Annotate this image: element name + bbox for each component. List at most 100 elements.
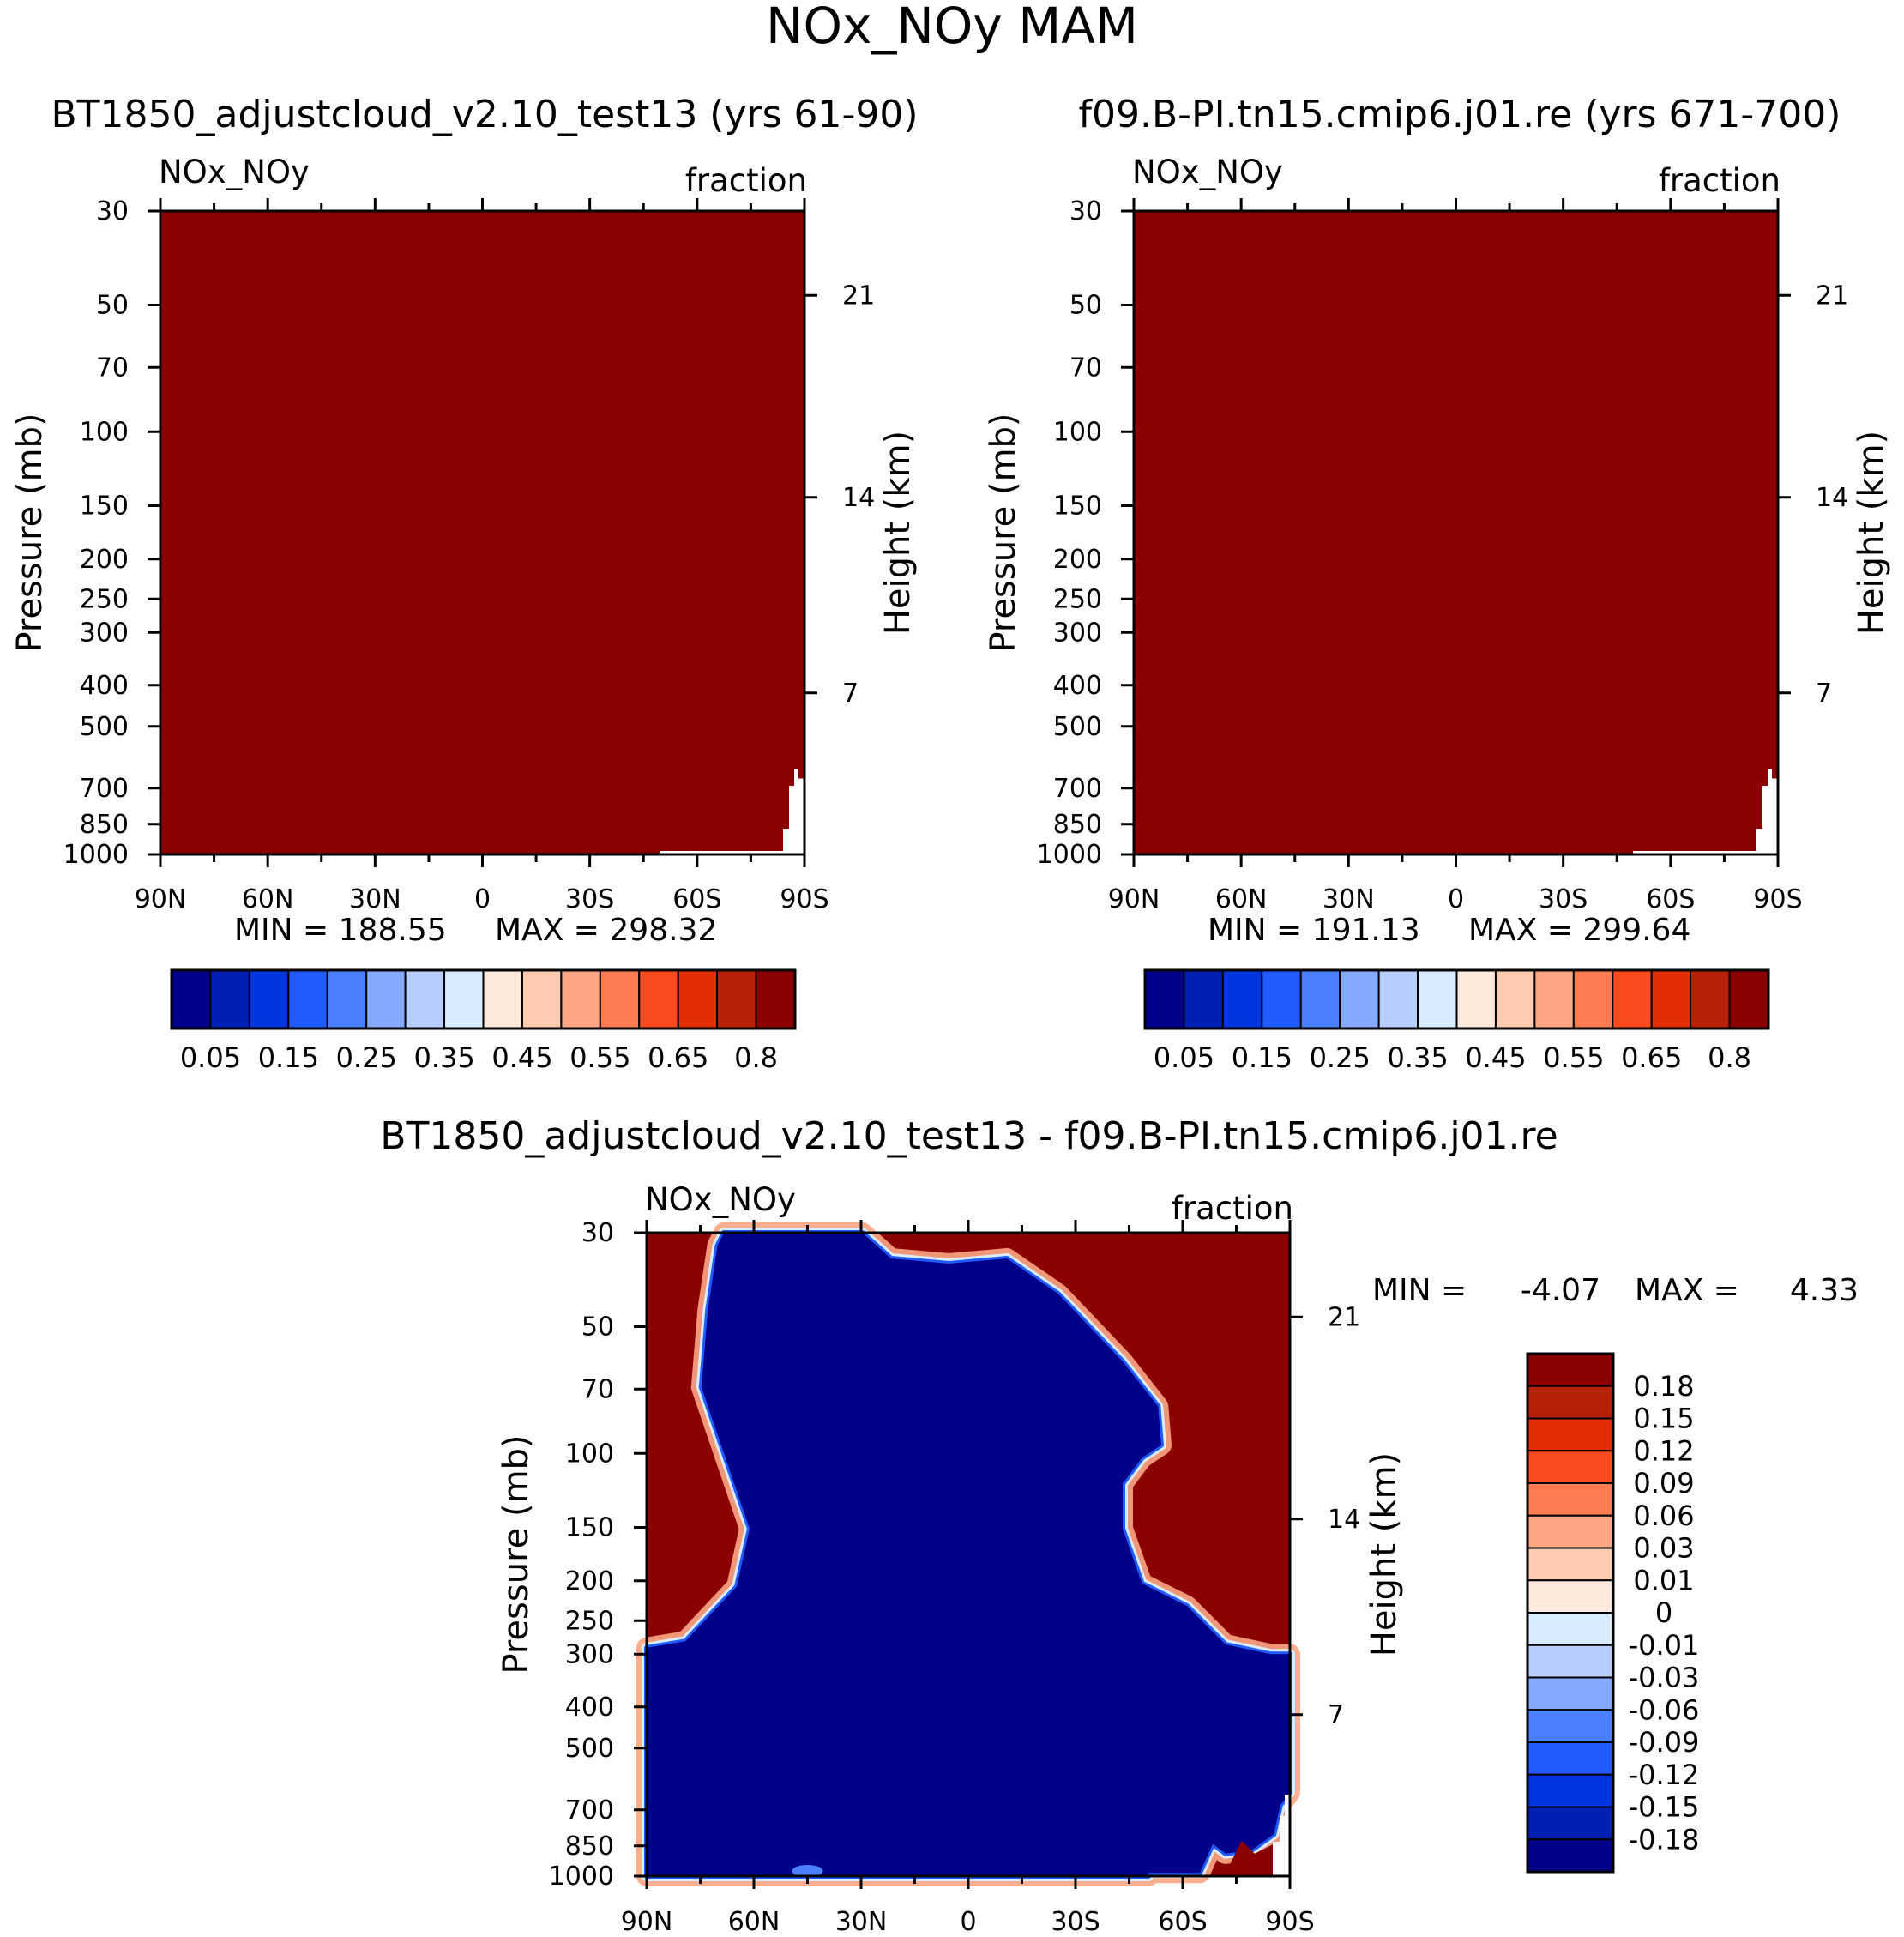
colorbar-label: -0.06 (1629, 1693, 1700, 1726)
y-tick-label: 1000 (1037, 840, 1102, 870)
right-y-tick-label: 21 (1816, 281, 1848, 311)
x-tick-label: 30N (835, 1907, 888, 1937)
colorbar-swatch (443, 969, 485, 1029)
colorbar-label: -0.18 (1629, 1823, 1700, 1856)
right-y-tick-label: 14 (842, 483, 875, 513)
right-y-tick-label: 21 (842, 281, 875, 311)
colorbar-label: 0.05 (1154, 1041, 1214, 1074)
colorbar-label: -0.15 (1629, 1791, 1700, 1824)
colorbar-swatch (1527, 1450, 1614, 1484)
colorbar-swatch (1527, 1547, 1614, 1582)
y-tick-label: 500 (1053, 712, 1102, 742)
y-tick-label: 850 (1053, 810, 1102, 840)
colorbar-swatch (1299, 969, 1341, 1029)
y-tick-label: 250 (80, 584, 129, 614)
y-tick-label: 70 (96, 353, 129, 383)
heatmap-field (160, 211, 804, 854)
y-tick-label: 1000 (63, 840, 129, 870)
colorbar-label: 0.8 (1708, 1041, 1751, 1074)
y-tick-label: 400 (1053, 671, 1102, 701)
x-tick-label: 60N (728, 1907, 780, 1937)
heatmap-fill (1134, 211, 1778, 854)
x-tick-label: 0 (960, 1907, 976, 1937)
y-tick-label: 850 (80, 810, 129, 840)
y-tick-label: 700 (1053, 774, 1102, 804)
colorbar-swatch (1261, 969, 1302, 1029)
x-tick-label: 90N (1108, 884, 1160, 914)
x-tick-label: 30S (1051, 1907, 1100, 1937)
surface-positive-patch (1228, 1840, 1280, 1874)
units-label: fraction (1659, 162, 1780, 199)
y-tick-label: 200 (565, 1566, 614, 1596)
colorbar-swatch (599, 969, 641, 1029)
colorbar-swatch (1612, 969, 1653, 1029)
colorbar-swatch (1527, 1741, 1614, 1776)
colorbar-swatch (482, 969, 523, 1029)
x-tick-label: 60S (672, 884, 721, 914)
x-tick-label: 60S (1646, 884, 1695, 914)
y-tick-label: 50 (96, 291, 129, 321)
colorbar-swatch (1527, 1773, 1614, 1808)
colorbar-swatch (365, 969, 407, 1029)
y-tick-label: 50 (1069, 291, 1102, 321)
right-y-tick-label: 14 (1816, 483, 1848, 513)
colorbar-label: 0.65 (648, 1041, 708, 1074)
colorbar-label: 0.55 (569, 1041, 630, 1074)
y-axis-label: Pressure (mb) (10, 413, 50, 652)
x-tick-label: 0 (474, 884, 491, 914)
x-tick-label: 30S (1539, 884, 1588, 914)
heatmap-field (1134, 211, 1778, 854)
axes-frame: 3050701001502002503004005007008501000211… (1037, 196, 1849, 914)
colorbar-swatch (248, 969, 290, 1029)
colorbar-swatch (677, 969, 719, 1029)
variable-label: NOx_NOy (1132, 154, 1283, 190)
y-tick-label: 200 (1053, 545, 1102, 575)
negative-region (647, 1233, 1290, 1876)
colorbar-label: -0.09 (1629, 1726, 1700, 1759)
x-tick-label: 30N (1323, 884, 1375, 914)
x-tick-label: 30S (565, 884, 614, 914)
min-value: -4.07 (1521, 1273, 1600, 1308)
colorbar-swatch (1690, 969, 1731, 1029)
colorbar-swatch (1527, 1579, 1614, 1614)
x-tick-label: 0 (1448, 884, 1464, 914)
y-tick-label: 200 (80, 545, 129, 575)
colorbar-swatch (1221, 969, 1263, 1029)
colorbar-swatch (638, 969, 679, 1029)
surface-negative-patch (792, 1865, 823, 1877)
colorbar-swatch (1527, 1838, 1614, 1873)
max-label: MAX = 298.32 (495, 913, 717, 948)
colorbar-label: 0.25 (336, 1041, 397, 1074)
right-y-tick-label: 7 (1816, 679, 1832, 709)
colorbar-label: 0.03 (1633, 1532, 1694, 1565)
colorbar-swatch (716, 969, 757, 1029)
colorbar-swatch (326, 969, 368, 1029)
right-y-axis-label: Height (km) (878, 431, 918, 635)
axes-frame: 3050701001502002503004005007008501000211… (549, 1218, 1361, 1937)
right-y-axis-label: Height (km) (1365, 1452, 1404, 1656)
missing-data-region (660, 769, 804, 854)
y-tick-label: 150 (565, 1513, 614, 1543)
colorbar-swatch (521, 969, 563, 1029)
colorbar-label: 0.09 (1633, 1467, 1694, 1500)
colorbar-swatch (1527, 1514, 1614, 1549)
y-tick-label: 300 (80, 618, 129, 648)
x-tick-label: 90N (621, 1907, 673, 1937)
figure-title: NOx_NOy MAM (766, 0, 1138, 55)
right-y-tick-label: 21 (1328, 1302, 1360, 1332)
colorbar-label: 0.15 (1633, 1403, 1694, 1435)
colorbar-swatch (1533, 969, 1575, 1029)
colorbar-swatch (1527, 1806, 1614, 1841)
colorbar-swatch (1572, 969, 1614, 1029)
y-tick-label: 850 (565, 1831, 614, 1862)
min-label: MIN = (1372, 1273, 1467, 1308)
heatmap-field (636, 1222, 1300, 1886)
y-tick-label: 150 (1053, 492, 1102, 522)
panel-2: f09.B-PI.tn15.cmip6.j01.re (yrs 671-700)… (984, 93, 1891, 1074)
y-tick-label: 500 (565, 1734, 614, 1764)
colorbar: 0.05 0.15 0.25 0.35 0.45 0.55 0.65 0.8 (170, 968, 797, 1074)
y-tick-label: 300 (565, 1639, 614, 1669)
panel-title: BT1850_adjustcloud_v2.10_test13 (yrs 61-… (51, 93, 918, 136)
colorbar-label: 0.25 (1310, 1041, 1371, 1074)
x-tick-label: 60N (242, 884, 294, 914)
